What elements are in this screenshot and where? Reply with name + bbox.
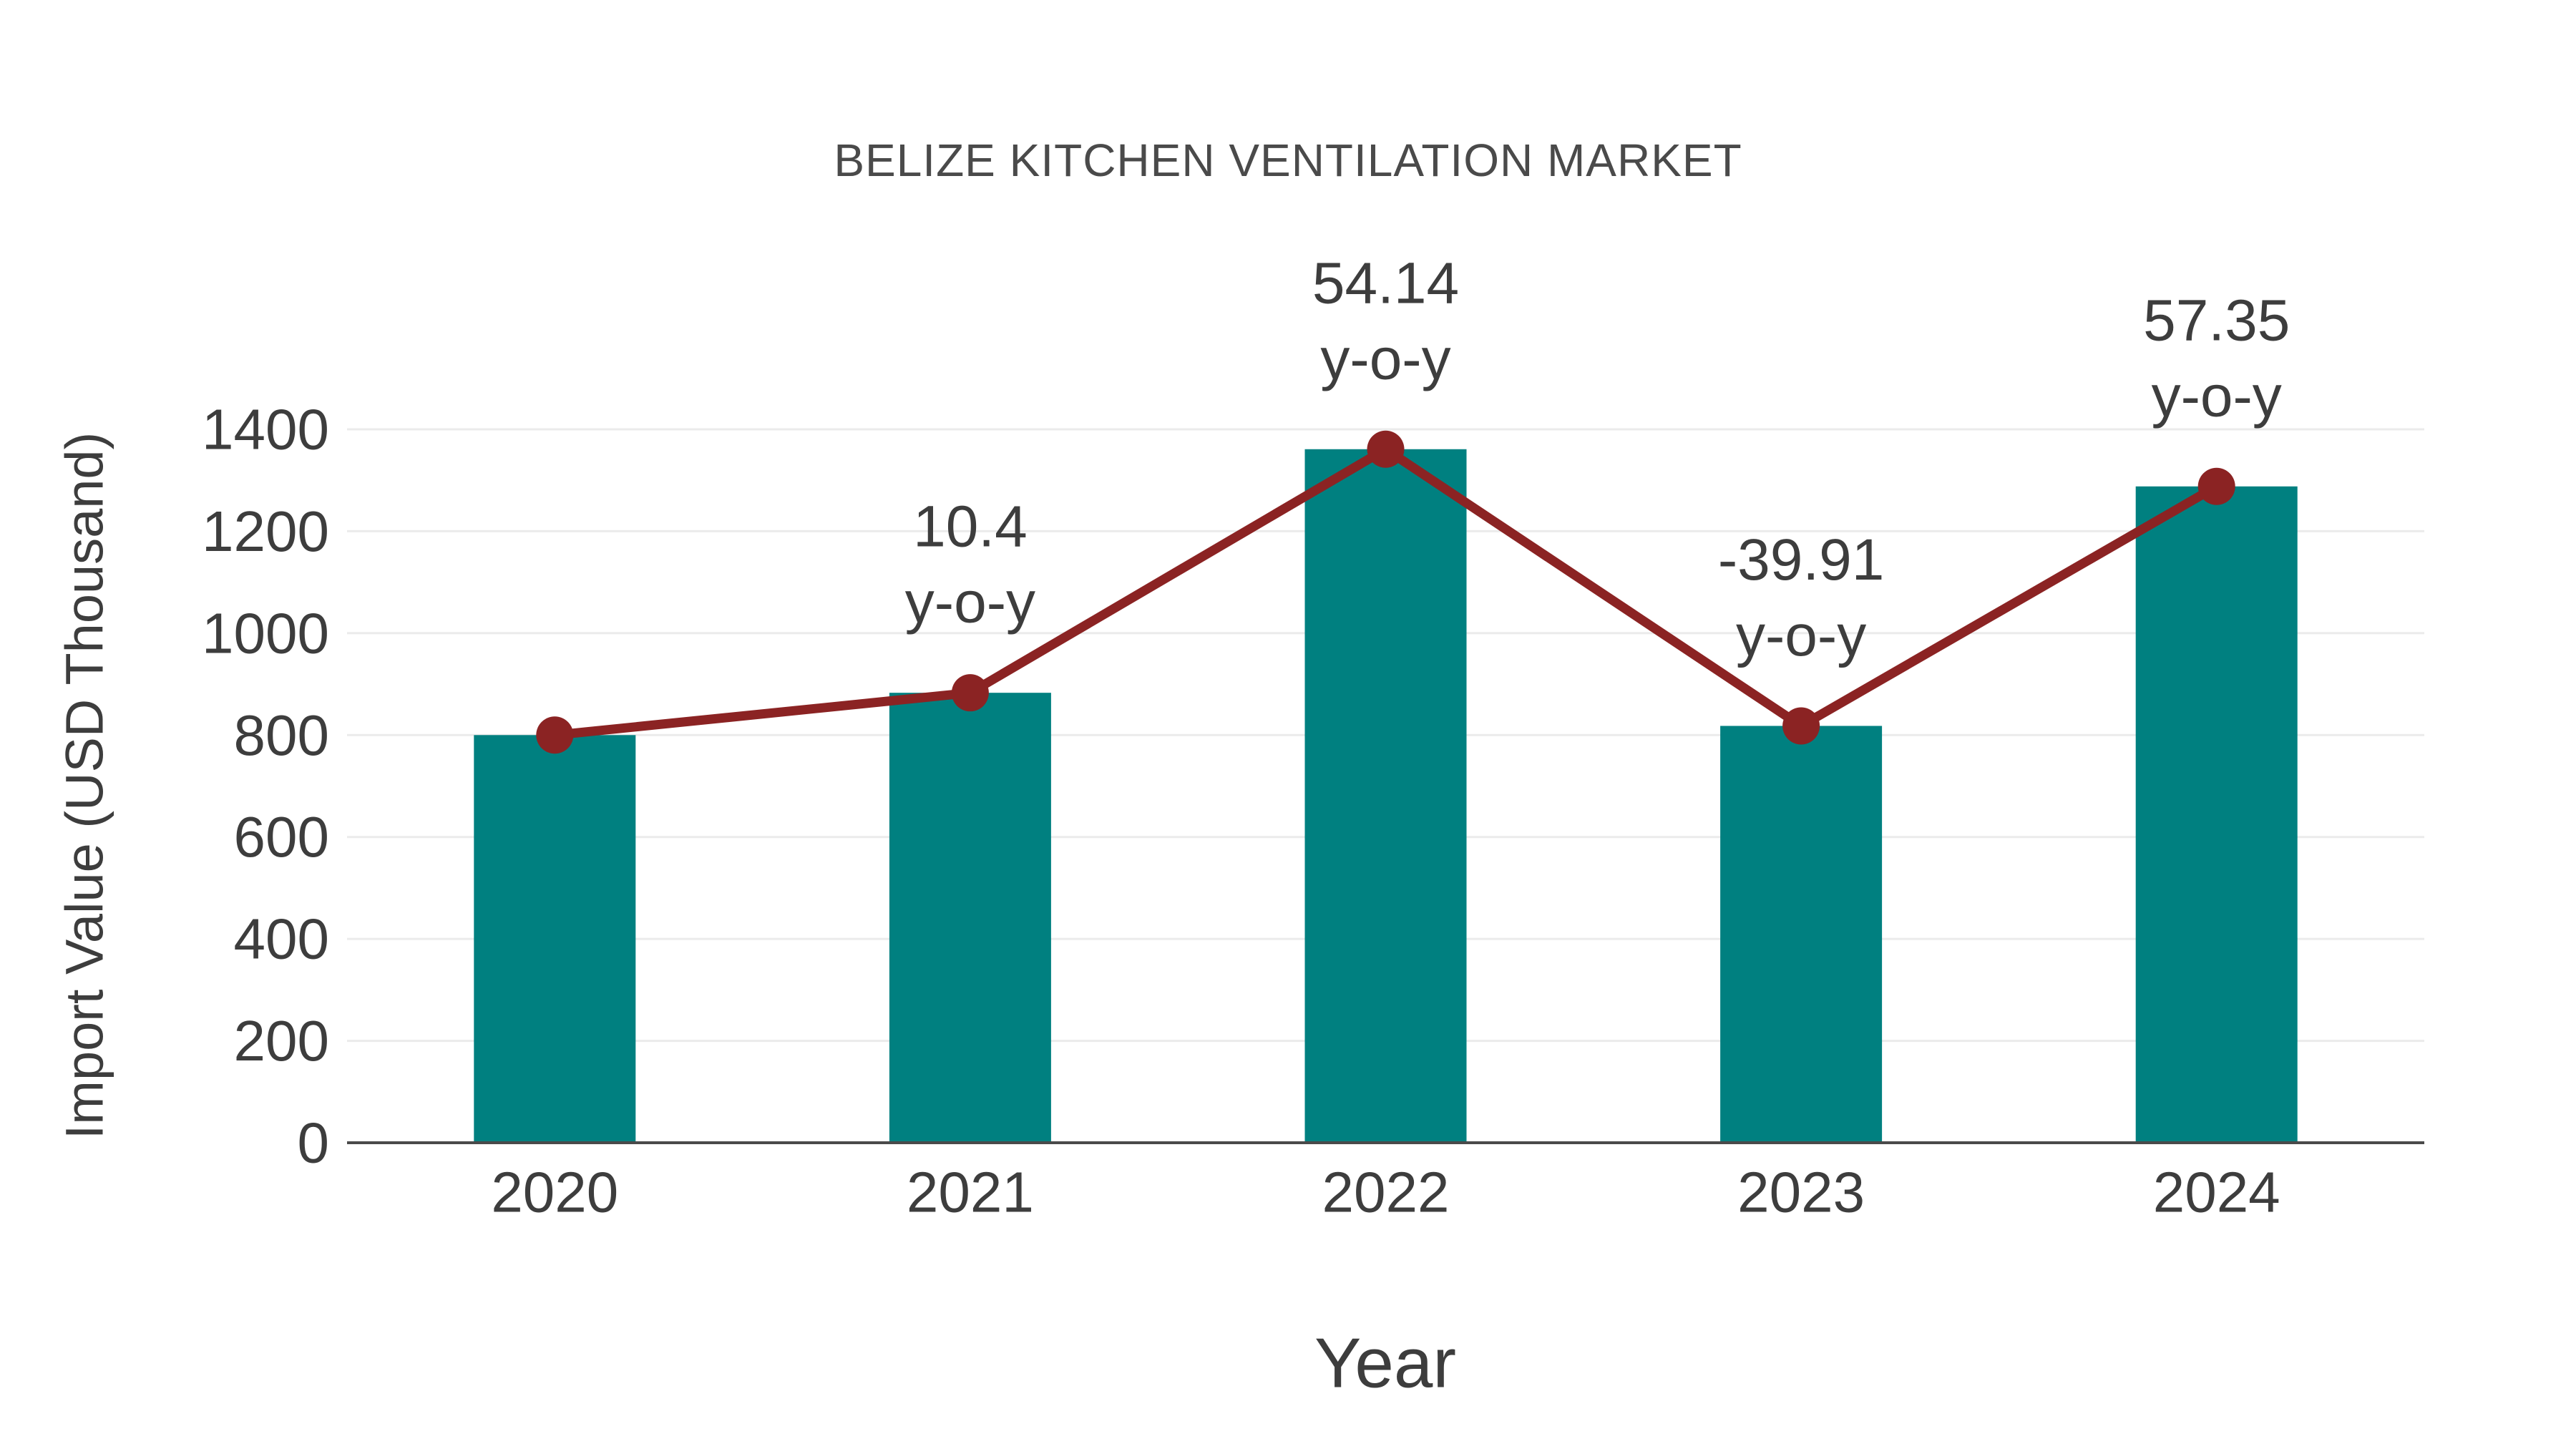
bar-2021 — [889, 693, 1051, 1143]
annotation-value-2024: 57.35 — [2143, 288, 2290, 353]
x-tick-label-2022: 2022 — [1322, 1161, 1450, 1224]
bar-2023 — [1720, 726, 1883, 1143]
y-tick-label: 1400 — [202, 398, 329, 462]
data-point-marker-2023 — [1782, 707, 1820, 745]
data-point-marker-2022 — [1367, 430, 1405, 468]
y-tick-label: 600 — [234, 805, 329, 869]
chart-title: BELIZE KITCHEN VENTILATION MARKET — [834, 135, 1742, 186]
y-tick-label: 0 — [298, 1111, 330, 1175]
annotation-unit-2021: y-o-y — [905, 570, 1035, 635]
data-point-marker-2024 — [2197, 467, 2235, 505]
annotation-value-2023: -39.91 — [1718, 527, 1885, 592]
bar-2024 — [2135, 486, 2298, 1143]
x-tick-label-2020: 2020 — [491, 1161, 618, 1224]
data-point-marker-2021 — [951, 674, 989, 712]
y-tick-label: 1000 — [202, 601, 329, 665]
y-tick-label: 200 — [234, 1009, 329, 1073]
annotation-value-2021: 10.4 — [913, 494, 1028, 560]
x-axis-title: Year — [1314, 1323, 1457, 1402]
x-tick-label-2024: 2024 — [2153, 1161, 2280, 1224]
annotation-unit-2023: y-o-y — [1736, 603, 1866, 668]
y-axis-title: Import Value (USD Thousand) — [54, 431, 114, 1140]
y-tick-label: 1200 — [202, 499, 329, 563]
y-tick-label: 400 — [234, 907, 329, 971]
x-tick-label-2023: 2023 — [1737, 1161, 1865, 1224]
annotation-value-2022: 54.14 — [1312, 250, 1459, 316]
data-point-marker-2020 — [536, 716, 574, 754]
bar-2022 — [1304, 449, 1467, 1143]
annotation-unit-2022: y-o-y — [1320, 326, 1450, 391]
x-tick-label-2021: 2021 — [907, 1161, 1034, 1224]
bar-2020 — [474, 735, 636, 1143]
annotation-unit-2024: y-o-y — [2152, 364, 2282, 429]
y-tick-label: 800 — [234, 703, 329, 767]
